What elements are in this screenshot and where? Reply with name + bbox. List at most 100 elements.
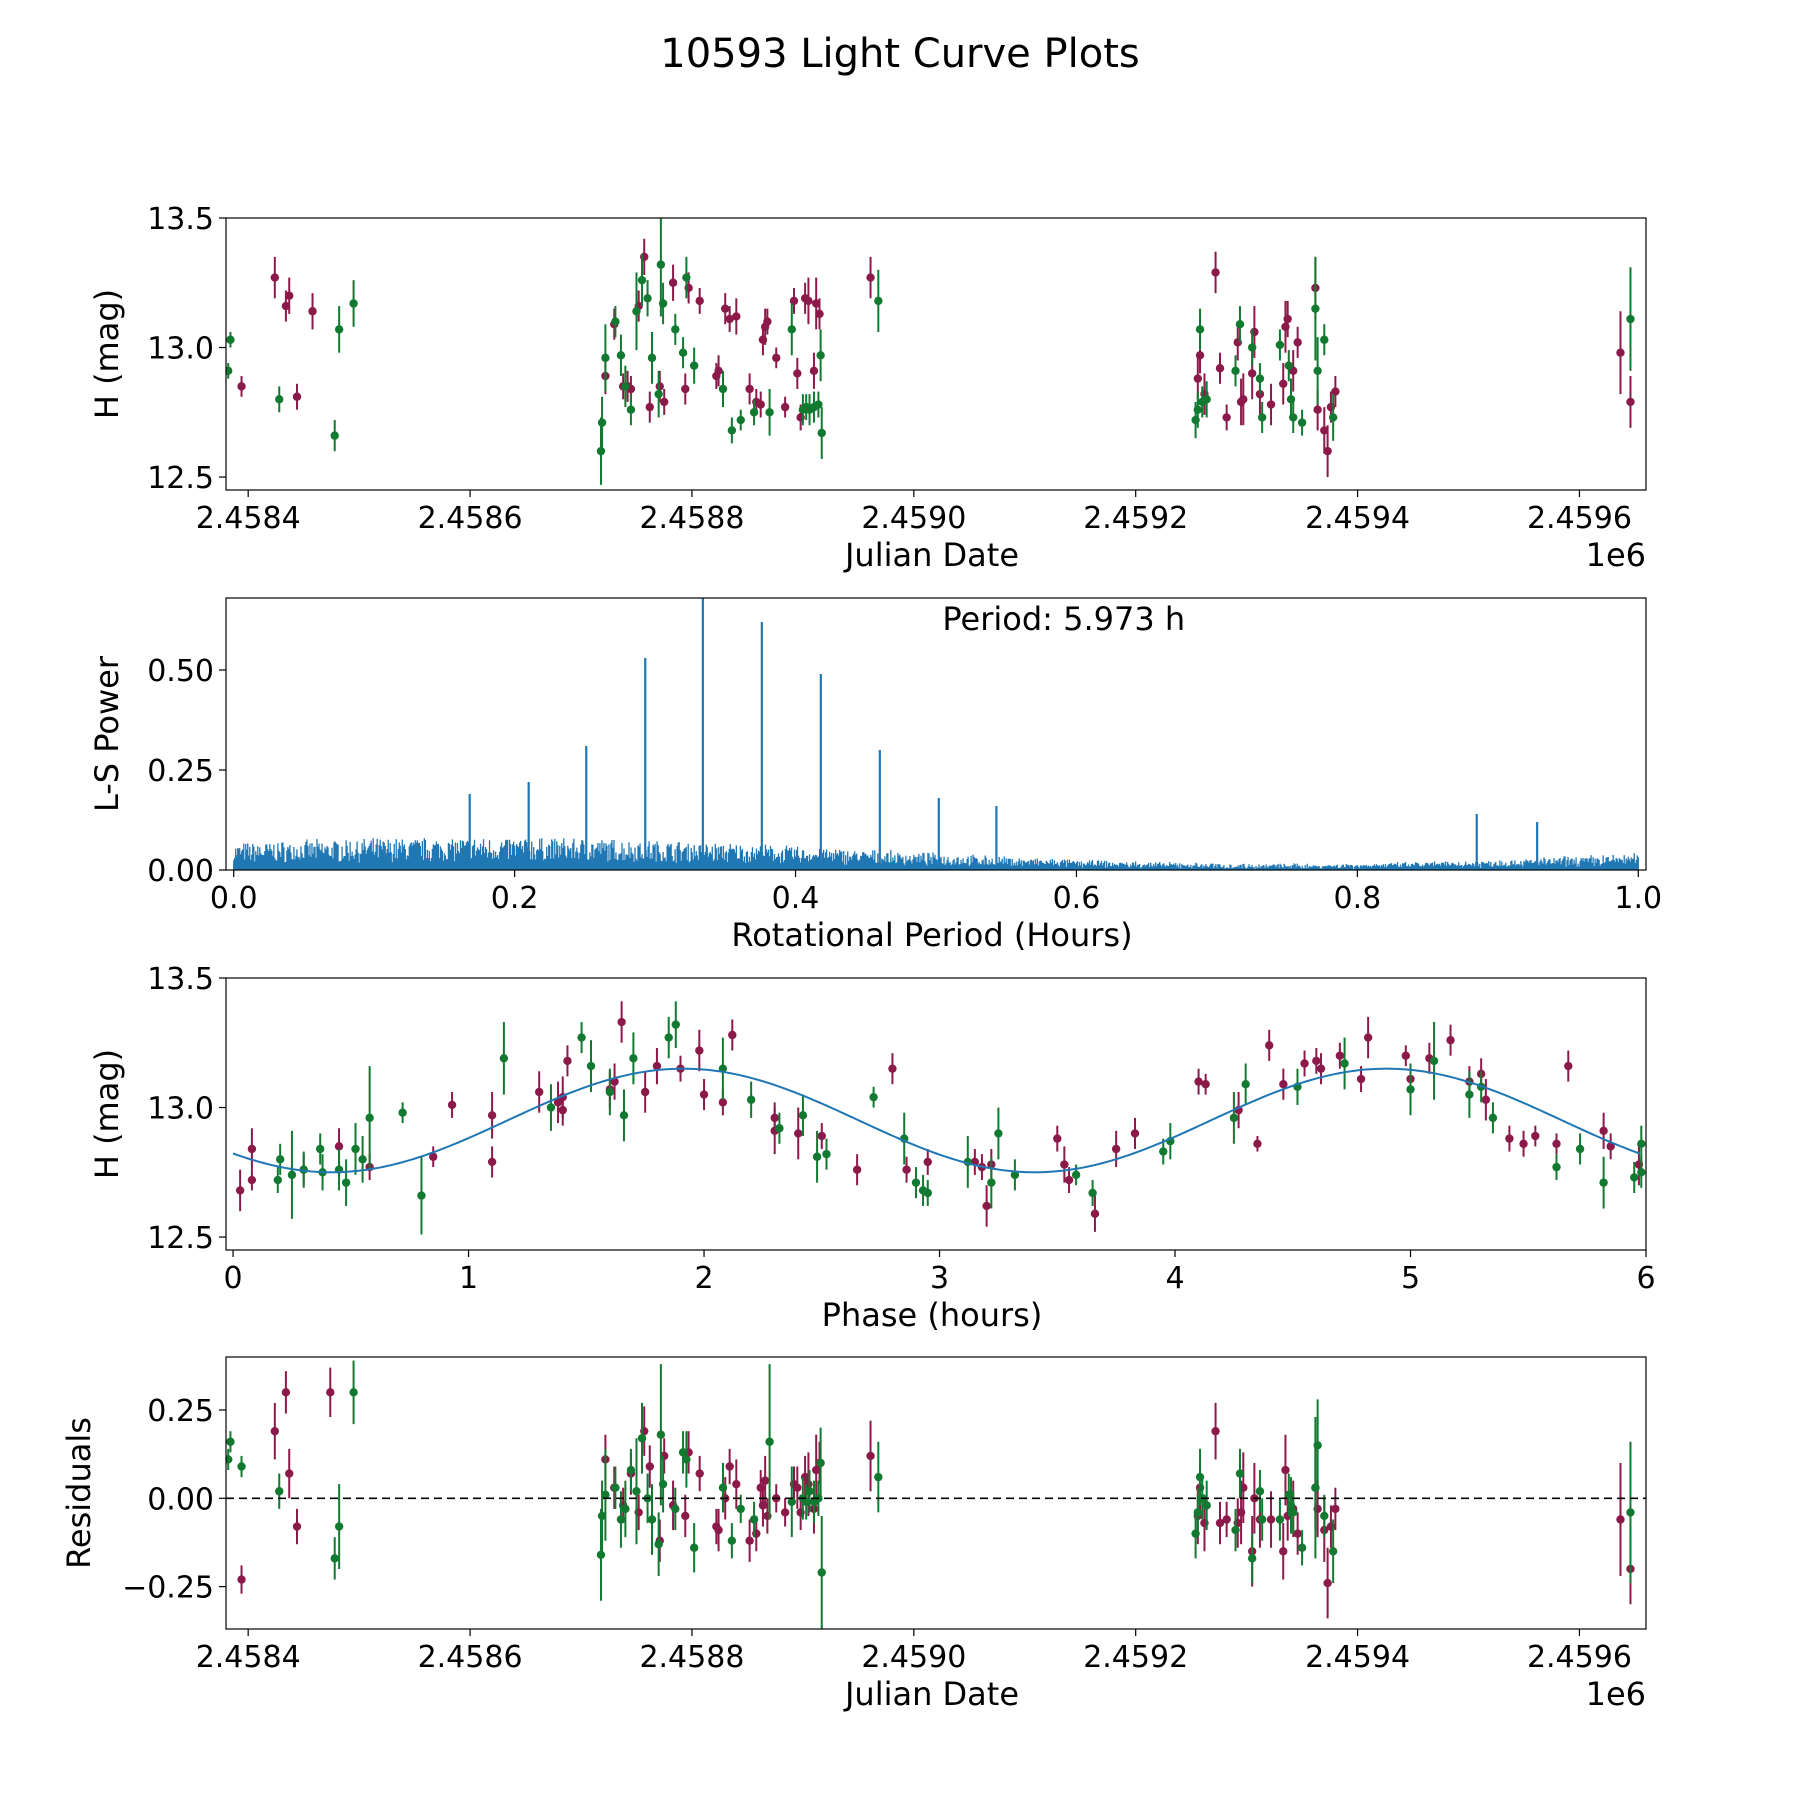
data-point-magenta — [1247, 369, 1257, 378]
y-axis-label: Residuals — [60, 1417, 98, 1569]
data-point-magenta — [1312, 1056, 1321, 1066]
data-point-magenta — [1279, 379, 1288, 388]
x-offset-label: 1e6 — [1586, 536, 1646, 574]
data-point-green — [632, 1487, 641, 1496]
data-point-green — [923, 1188, 932, 1198]
data-point-green — [1313, 366, 1322, 376]
data-point-green — [611, 317, 620, 326]
x-tick-label: 2.4584 — [196, 501, 301, 536]
data-point-green — [1247, 343, 1257, 352]
data-point-green — [736, 1504, 745, 1514]
data-point-magenta — [811, 299, 821, 308]
x-tick-label: 2.4592 — [1083, 1640, 1188, 1675]
data-point-green — [814, 400, 823, 409]
data-point-green — [611, 1483, 620, 1492]
data-point-magenta — [1401, 1051, 1411, 1060]
axes-frame — [225, 217, 1647, 491]
data-point-green — [1311, 304, 1320, 313]
data-point-magenta — [292, 392, 302, 401]
data-point-magenta — [681, 384, 690, 394]
data-point-green — [1159, 1147, 1168, 1156]
x-tick-label: 0.2 — [491, 881, 539, 916]
data-point-green — [546, 1103, 556, 1112]
x-tick-label: 0 — [224, 1261, 243, 1296]
data-point-green — [654, 1540, 663, 1549]
x-tick-label: 2.4588 — [639, 501, 744, 536]
data-point-green — [689, 361, 699, 370]
data-point-green — [1465, 1090, 1474, 1099]
data-point-magenta — [292, 1522, 302, 1531]
data-point-green — [1328, 1547, 1338, 1556]
y-tick-label: 12.5 — [147, 461, 214, 496]
x-tick-label: 1.0 — [1614, 881, 1662, 916]
data-point-magenta — [1626, 397, 1635, 407]
data-point-green — [341, 1178, 351, 1187]
data-point-magenta — [1111, 1144, 1121, 1154]
data-point-green — [1637, 1168, 1646, 1177]
data-point-magenta — [725, 314, 734, 324]
data-point-green — [1195, 325, 1205, 334]
data-point-magenta — [645, 1462, 654, 1471]
data-point-green — [678, 348, 688, 357]
data-point-green — [656, 260, 666, 269]
data-point-green — [664, 1033, 673, 1042]
data-point-green — [275, 395, 284, 404]
y-axis-label: H (mag) — [88, 289, 126, 419]
data-point-green — [671, 1504, 680, 1514]
x-tick-label: 2.4596 — [1527, 501, 1632, 536]
x-axis-label: Rotational Period (Hours) — [731, 916, 1132, 954]
data-point-green — [351, 1144, 360, 1154]
data-point-magenta — [763, 317, 772, 326]
data-point-magenta — [247, 1144, 257, 1154]
data-point-green — [749, 1515, 759, 1524]
data-point-green — [1297, 418, 1307, 427]
x-tick-label: 2.4594 — [1305, 501, 1410, 536]
data-point-green — [621, 382, 630, 391]
data-point-magenta — [270, 1426, 280, 1436]
periodogram-panel: Period: 5.973 h 0.0 0.2 0.4 0.6 0.8 1.0 0.00 0.2… — [88, 597, 1662, 954]
period-annotation: Period: 5.973 h — [942, 600, 1185, 638]
data-point-magenta — [429, 1152, 438, 1161]
data-point-magenta — [1616, 1515, 1625, 1524]
data-point-magenta — [285, 291, 294, 300]
data-point-magenta — [237, 1575, 246, 1584]
data-point-green — [682, 273, 691, 282]
data-point-green — [596, 446, 606, 456]
data-point-green — [682, 1455, 691, 1464]
data-point-green — [802, 1497, 811, 1507]
data-point-magenta — [1239, 395, 1248, 404]
y-tick-label: 0.25 — [147, 1394, 214, 1429]
data-point-magenta — [655, 382, 664, 391]
data-point-green — [619, 1111, 629, 1120]
data-point-green — [1488, 1113, 1498, 1123]
data-point-green — [1235, 1469, 1245, 1478]
data-point-magenta — [1266, 400, 1276, 409]
x-tick-label: 0.8 — [1334, 881, 1382, 916]
data-point-green — [1202, 395, 1211, 404]
data-point-magenta — [794, 1129, 803, 1138]
data-point-green — [775, 1124, 784, 1133]
plot-area — [233, 598, 1639, 870]
data-point-magenta — [1446, 1035, 1455, 1045]
data-point-magenta — [1265, 1041, 1274, 1050]
data-point-green — [1286, 395, 1296, 404]
data-point-green — [727, 426, 737, 435]
data-point-magenta — [1130, 1129, 1140, 1138]
data-point-green — [621, 1504, 630, 1514]
data-point-green — [658, 1479, 668, 1489]
data-point-green — [626, 1465, 636, 1475]
data-point-magenta — [1266, 1515, 1276, 1524]
data-point-magenta — [487, 1157, 497, 1167]
y-tick-label: 13.5 — [147, 202, 214, 237]
data-point-green — [812, 1152, 822, 1161]
data-point-magenta — [640, 1087, 650, 1097]
data-point-magenta — [1053, 1134, 1062, 1143]
data-point-green — [1255, 1487, 1265, 1496]
data-point-green — [1202, 1501, 1211, 1510]
plot-area — [226, 218, 1635, 485]
data-point-magenta — [1505, 1134, 1514, 1143]
data-point-green — [1626, 314, 1635, 324]
light-curve-panel: 2.4584 2.4586 2.4588 2.4590 2.4592 2.4594 2.45… — [88, 202, 1647, 574]
data-point-green — [1297, 1543, 1307, 1552]
data-point-green — [330, 1554, 339, 1563]
